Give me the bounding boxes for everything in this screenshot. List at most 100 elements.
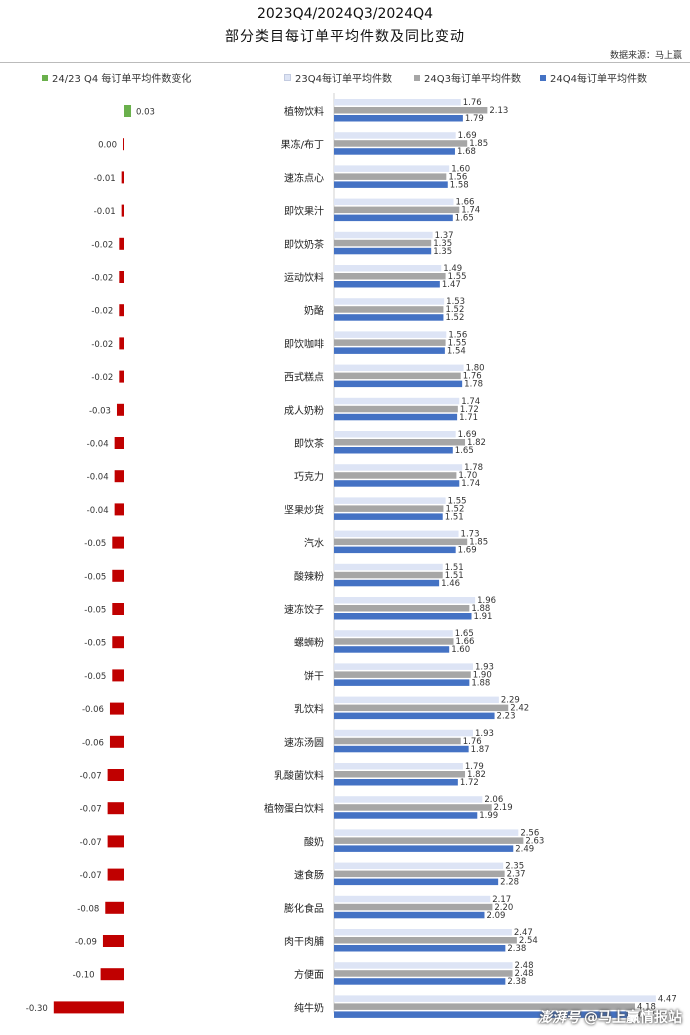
change-bar bbox=[112, 636, 124, 649]
change-bar bbox=[124, 105, 132, 117]
change-data-label: -0.05 bbox=[84, 572, 106, 582]
category-label: 植物饮料 bbox=[284, 105, 324, 118]
change-data-label: -0.01 bbox=[94, 174, 116, 184]
data-label-2024q3: 1.35 bbox=[433, 239, 452, 249]
change-data-label: -0.01 bbox=[94, 207, 116, 217]
bar-2024q4 bbox=[334, 712, 495, 720]
data-label-2023q4: 1.78 bbox=[464, 463, 483, 473]
legend-label-2023q4: 23Q4每订单平均件数 bbox=[295, 74, 392, 85]
data-label-2024q4: 2.09 bbox=[486, 911, 505, 921]
data-label-2024q4: 1.87 bbox=[471, 745, 490, 755]
change-bar bbox=[116, 403, 124, 416]
change-data-label: -0.05 bbox=[84, 672, 106, 682]
category-label: 酸辣粉 bbox=[294, 570, 324, 583]
data-label-2023q4: 1.66 bbox=[456, 198, 475, 208]
change-data-label: -0.02 bbox=[91, 340, 113, 350]
change-data-label: -0.05 bbox=[84, 639, 106, 649]
category-label: 奶酪 bbox=[304, 304, 324, 317]
change-bar bbox=[107, 868, 124, 881]
change-bar bbox=[119, 237, 124, 250]
data-label-2024q4: 2.38 bbox=[507, 944, 526, 954]
data-label-2024q4: 1.78 bbox=[464, 380, 483, 390]
change-bar bbox=[112, 669, 124, 682]
bar-2023q4 bbox=[334, 563, 443, 571]
change-data-label: -0.10 bbox=[73, 971, 95, 981]
bar-2024q3 bbox=[334, 273, 446, 280]
change-bar bbox=[119, 370, 124, 383]
data-label-2023q4: 2.35 bbox=[505, 862, 524, 872]
data-label-2024q3: 1.82 bbox=[467, 770, 486, 780]
change-data-label: -0.07 bbox=[80, 805, 102, 815]
category-label: 乳饮料 bbox=[294, 703, 324, 716]
change-bar bbox=[102, 935, 124, 947]
bar-2023q4 bbox=[334, 165, 450, 172]
change-data-label: -0.03 bbox=[89, 406, 111, 416]
data-label-2024q3: 1.76 bbox=[463, 372, 482, 382]
legend-2024q4: 24Q4每订单平均件数 bbox=[540, 70, 647, 85]
data-label-2024q3: 1.52 bbox=[445, 504, 464, 514]
bar-2023q4 bbox=[334, 497, 446, 504]
category-label: 速冻汤圆 bbox=[284, 736, 324, 749]
bar-2023q4 bbox=[334, 796, 483, 803]
category-label: 巧克力 bbox=[294, 470, 324, 483]
bar-2024q4 bbox=[334, 314, 444, 321]
data-label-2024q3: 2.54 bbox=[519, 936, 538, 946]
data-label-2023q4: 2.06 bbox=[484, 795, 503, 805]
data-label-2024q4: 1.72 bbox=[460, 778, 479, 788]
category-label: 饼干 bbox=[304, 669, 324, 682]
change-data-label: -0.04 bbox=[87, 440, 109, 450]
watermark-author: @马上赢情报站 bbox=[584, 1010, 682, 1026]
change-bar bbox=[119, 271, 124, 283]
change-data-label: 0.00 bbox=[98, 141, 117, 151]
change-data-label: -0.05 bbox=[84, 539, 106, 549]
data-label-2024q3: 2.19 bbox=[494, 803, 513, 813]
data-label-2023q4: 1.69 bbox=[458, 430, 477, 440]
bar-2024q3 bbox=[334, 571, 443, 579]
bar-2024q3 bbox=[334, 837, 524, 844]
data-label-2024q4: 1.88 bbox=[471, 678, 490, 688]
data-label-2024q3: 1.85 bbox=[469, 139, 488, 149]
category-label: 成人奶粉 bbox=[284, 404, 324, 417]
change-bar bbox=[112, 536, 124, 549]
category-label: 即饮茶 bbox=[294, 437, 324, 450]
bar-2024q3 bbox=[334, 372, 461, 380]
bar-2024q4 bbox=[334, 546, 456, 554]
data-label-2024q3: 1.88 bbox=[471, 604, 490, 614]
change-data-label: -0.06 bbox=[82, 705, 104, 715]
data-label-2024q4: 1.52 bbox=[445, 313, 464, 323]
bar-2023q4 bbox=[334, 298, 445, 305]
category-label: 坚果炒货 bbox=[284, 503, 324, 516]
data-label-2024q4: 1.47 bbox=[442, 280, 461, 290]
data-label-2024q4: 1.91 bbox=[474, 612, 493, 622]
bar-2023q4 bbox=[334, 231, 433, 239]
change-data-label: -0.07 bbox=[80, 871, 102, 881]
data-label-2023q4: 4.47 bbox=[658, 994, 677, 1004]
data-label-2023q4: 2.47 bbox=[514, 928, 533, 938]
data-label-2024q3: 1.51 bbox=[445, 571, 464, 581]
category-label: 运动饮料 bbox=[284, 271, 324, 284]
change-bar bbox=[114, 503, 124, 516]
category-label: 螺蛳粉 bbox=[294, 636, 324, 649]
bar-2023q4 bbox=[334, 431, 456, 438]
category-label: 速冻点心 bbox=[284, 171, 324, 184]
change-data-label: 0.03 bbox=[136, 108, 155, 118]
bar-2024q3 bbox=[334, 605, 470, 612]
change-bar bbox=[114, 470, 124, 483]
bar-2024q4 bbox=[334, 679, 470, 686]
data-label-2024q3: 1.74 bbox=[461, 206, 480, 216]
data-label-2024q4: 2.23 bbox=[497, 712, 516, 722]
bar-2023q4 bbox=[334, 663, 473, 670]
change-data-label: -0.02 bbox=[91, 274, 113, 284]
data-label-2024q3: 2.20 bbox=[494, 903, 513, 913]
data-label-2024q3: 1.70 bbox=[458, 471, 477, 481]
data-label-2024q3: 1.90 bbox=[473, 670, 492, 680]
bar-2024q3 bbox=[334, 771, 466, 778]
data-label-2023q4: 1.79 bbox=[465, 762, 484, 772]
data-label-2023q4: 2.17 bbox=[492, 895, 511, 905]
data-label-2024q3: 2.48 bbox=[515, 969, 534, 979]
data-label-2024q3: 4.18 bbox=[637, 1002, 656, 1012]
bar-2024q4 bbox=[334, 613, 472, 620]
bar-2023q4 bbox=[334, 862, 504, 870]
change-bar bbox=[107, 835, 124, 848]
chart-title: 2023Q4/2024Q3/2024Q4 bbox=[256, 6, 434, 22]
